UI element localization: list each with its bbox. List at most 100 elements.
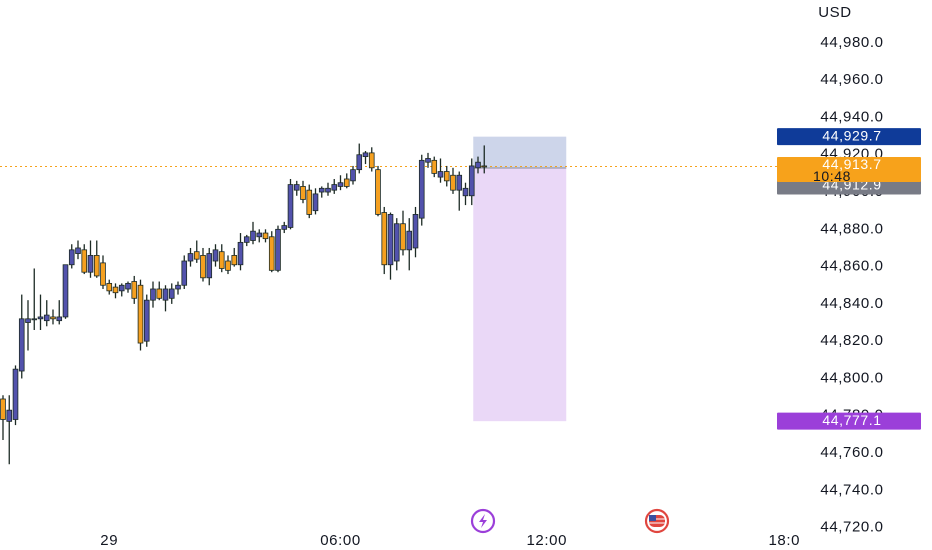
candle (281, 221, 288, 234)
candle (381, 206, 388, 275)
candle (337, 175, 344, 191)
candle (150, 281, 156, 308)
candle-body (237, 241, 244, 266)
x-tick-label: 12:00 (526, 532, 567, 549)
candle-body (287, 184, 294, 228)
candle (331, 178, 338, 194)
candle (375, 165, 381, 217)
candle-body (43, 314, 50, 322)
candle (6, 395, 13, 465)
candle (81, 244, 88, 275)
candle (481, 145, 488, 174)
candle-body (112, 286, 119, 294)
candle (162, 285, 169, 312)
candle-body (93, 255, 100, 277)
candle (462, 182, 469, 206)
candle-body (337, 182, 344, 187)
candle-body (62, 264, 69, 318)
candle-body (412, 214, 419, 249)
candle-body (125, 282, 131, 290)
candle (68, 244, 75, 269)
candle (437, 158, 444, 183)
candle (262, 229, 269, 243)
event-icon[interactable] (470, 508, 496, 534)
candle-body (400, 223, 406, 251)
candle (143, 294, 150, 347)
candle-body (68, 249, 75, 266)
candle (231, 247, 238, 267)
candle (100, 255, 106, 289)
candle (25, 300, 31, 351)
candle (256, 229, 263, 243)
candle (406, 218, 413, 271)
candle-body (262, 232, 269, 240)
candle (431, 156, 438, 178)
candle-body (6, 409, 13, 422)
candle-body (131, 281, 138, 299)
candle (300, 180, 306, 204)
candle (181, 255, 188, 289)
candle-body (431, 159, 438, 174)
candle (125, 281, 131, 293)
candle-body (450, 174, 456, 191)
candle-body (268, 236, 275, 271)
candle-body (156, 288, 163, 299)
candle-body (75, 247, 81, 254)
candle-body (343, 178, 350, 187)
candle-body (425, 158, 431, 163)
candle (393, 218, 400, 271)
candle-body (312, 193, 319, 212)
candle (443, 165, 450, 187)
candle-body (375, 169, 381, 215)
candle (31, 268, 38, 330)
candle (12, 365, 19, 426)
candle (187, 247, 194, 267)
candle-body (368, 152, 375, 169)
currency-label: USD (818, 4, 851, 21)
candle (450, 167, 456, 194)
candle-body (137, 284, 144, 344)
candle-body (418, 159, 425, 219)
candle (137, 279, 144, 351)
candle (168, 283, 175, 304)
x-tick-label: 29 (100, 532, 118, 549)
candle (175, 281, 181, 295)
candle-body (31, 318, 38, 321)
candle-body (393, 223, 400, 262)
candle (93, 240, 100, 278)
candle-body (362, 152, 369, 158)
candle (268, 231, 275, 273)
candle-body (406, 230, 413, 251)
candle-body (12, 368, 19, 420)
y-tick-label: 44,760.0 (820, 444, 883, 461)
candle-body (37, 316, 44, 320)
candle (456, 171, 463, 211)
candle-body (143, 299, 150, 342)
candle-body (206, 253, 213, 279)
candle-body (275, 228, 281, 271)
candle (237, 233, 244, 271)
candle (0, 395, 6, 440)
candle-body (0, 398, 6, 420)
y-tick-label: 44,840.0 (820, 295, 883, 312)
candle (193, 240, 200, 263)
candle-body (456, 174, 463, 191)
candle (50, 309, 56, 325)
y-tick-label: 44,860.0 (820, 258, 883, 275)
candle-body (462, 187, 469, 197)
candle (275, 225, 281, 273)
candle-body (225, 260, 231, 271)
y-tick-label: 44,980.0 (820, 34, 883, 51)
loss-zone (473, 167, 567, 422)
candle-body (81, 249, 88, 273)
economic-event-icon[interactable] (644, 508, 670, 534)
current-price-label: 44,913.7 (822, 156, 881, 172)
candle (112, 283, 119, 299)
stop-price-label: 44,777.1 (822, 412, 881, 428)
y-tick-label: 44,720.0 (820, 519, 883, 536)
candle-body (212, 249, 219, 262)
y-tick-label: 44,740.0 (820, 481, 883, 498)
candle (350, 165, 356, 185)
candle-body (181, 260, 188, 286)
y-tick-label: 44,880.0 (820, 220, 883, 237)
